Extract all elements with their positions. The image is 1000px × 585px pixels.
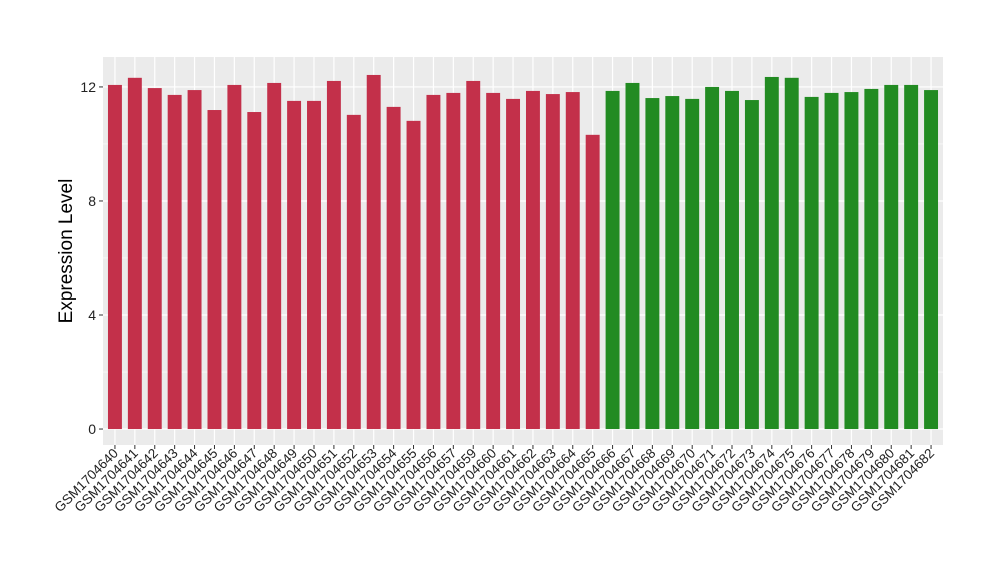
- bar-GSM1704665: [585, 134, 600, 430]
- bar-GSM1704650: [307, 100, 321, 430]
- bar-GSM1704661: [506, 98, 521, 430]
- bar-GSM1704642: [147, 88, 162, 430]
- bar-GSM1704646: [227, 84, 242, 430]
- bar-GSM1704677: [824, 92, 839, 430]
- bar-GSM1704673: [744, 100, 759, 430]
- bar-GSM1704675: [784, 77, 799, 430]
- bar-GSM1704680: [884, 84, 899, 430]
- bar-GSM1704681: [904, 84, 919, 430]
- bar-GSM1704682: [924, 90, 939, 430]
- bar-GSM1704670: [685, 98, 700, 430]
- bar-GSM1704649: [287, 100, 302, 430]
- x-axis: GSM1704640GSM1704641GSM1704642GSM1704643…: [52, 445, 937, 515]
- bar-GSM1704641: [127, 77, 142, 430]
- bar-GSM1704651: [326, 80, 341, 430]
- y-tick-label: 12: [80, 79, 96, 95]
- bar-GSM1704660: [486, 92, 501, 430]
- plot-panel: [103, 57, 943, 445]
- bars: [107, 74, 939, 430]
- y-tick-label: 4: [88, 307, 96, 323]
- y-axis-title: Expression Level: [56, 179, 77, 324]
- bar-GSM1704654: [386, 106, 401, 430]
- bar-GSM1704674: [764, 76, 779, 430]
- bar-GSM1704662: [525, 90, 540, 430]
- bar-GSM1704657: [446, 92, 461, 430]
- bar-GSM1704678: [844, 92, 859, 430]
- bar-GSM1704645: [207, 110, 222, 430]
- y-tick-label: 0: [88, 421, 96, 437]
- bar-GSM1704643: [167, 94, 182, 430]
- bar-GSM1704655: [406, 120, 421, 430]
- bar-GSM1704647: [247, 112, 262, 430]
- bar-GSM1704640: [107, 84, 122, 430]
- bar-GSM1704648: [267, 82, 282, 430]
- bar-GSM1704653: [366, 74, 381, 430]
- bar-GSM1704676: [804, 96, 819, 430]
- bar-GSM1704679: [864, 88, 879, 430]
- y-tick-label: 8: [88, 193, 96, 209]
- bar-GSM1704672: [725, 90, 739, 430]
- bar-GSM1704659: [466, 80, 481, 430]
- bar-GSM1704656: [426, 94, 441, 430]
- bar-GSM1704668: [645, 98, 660, 430]
- bar-GSM1704671: [705, 86, 720, 430]
- bar-GSM1704669: [665, 96, 680, 430]
- bar-GSM1704652: [346, 114, 361, 430]
- bar-GSM1704667: [625, 82, 640, 430]
- bar-GSM1704666: [605, 90, 620, 430]
- bar-GSM1704644: [187, 90, 202, 430]
- bar-GSM1704664: [565, 92, 580, 430]
- bar-GSM1704663: [545, 94, 560, 430]
- y-axis: 0 4 8 12: [80, 79, 103, 437]
